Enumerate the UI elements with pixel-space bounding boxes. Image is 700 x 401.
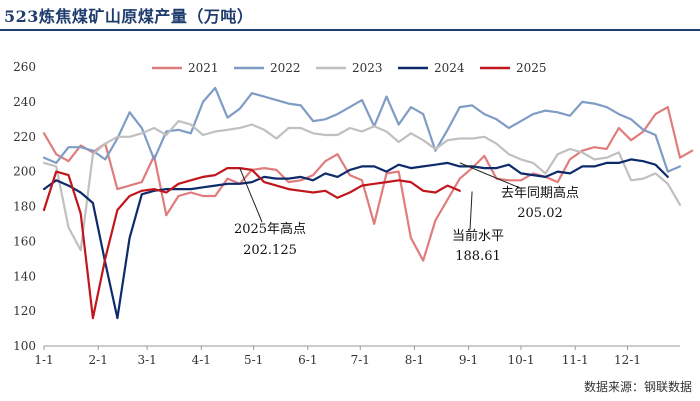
- legend-label-2021: 2021: [188, 61, 219, 75]
- annotation-value: 188.61: [455, 249, 501, 264]
- annotation-value: 202.125: [243, 243, 297, 258]
- annotation-value: 205.02: [517, 206, 563, 221]
- x-tick-label: 9-1: [459, 353, 478, 367]
- title-underline: [0, 29, 700, 31]
- x-tick-label: 4-1: [192, 353, 211, 367]
- x-tick-label: 7-1: [351, 353, 370, 367]
- x-tick-label: 12-1: [614, 353, 641, 367]
- series-line-2025: [42, 167, 461, 320]
- y-tick-label: 260: [13, 60, 36, 74]
- x-tick-label: 3-1: [137, 353, 156, 367]
- y-tick-label: 220: [13, 130, 36, 144]
- legend-label-2024: 2024: [434, 61, 465, 75]
- annotation-title: 当前水平: [452, 228, 504, 244]
- series-line-2022: [42, 86, 682, 173]
- y-tick-label: 160: [13, 234, 36, 248]
- y-tick-label: 100: [13, 339, 36, 353]
- source-note: 数据来源：钢联数据: [583, 380, 692, 394]
- legend-label-2023: 2023: [352, 61, 383, 75]
- legend-label-2022: 2022: [270, 61, 301, 75]
- x-tick-label: 11-1: [562, 353, 589, 367]
- y-tick-label: 180: [13, 200, 36, 214]
- annotation-title: 去年同期高点: [501, 185, 579, 201]
- annotation-leader: [459, 162, 521, 189]
- x-tick-label: 6-1: [298, 353, 317, 367]
- series-line-2024: [42, 158, 669, 320]
- x-tick-label: 8-1: [405, 353, 424, 367]
- annotation-title: 2025年高点: [234, 221, 306, 237]
- y-tick-label: 120: [13, 304, 36, 318]
- series-line-2021: [42, 105, 694, 262]
- y-tick-label: 140: [13, 269, 36, 283]
- annotation-leader: [239, 167, 263, 223]
- annotation-leader: [469, 191, 473, 231]
- x-tick-label: 10-1: [508, 353, 535, 367]
- x-tick-label: 2-1: [89, 353, 108, 367]
- x-tick-label: 1-1: [34, 353, 53, 367]
- legend-label-2025: 2025: [516, 61, 547, 75]
- y-tick-label: 240: [13, 95, 36, 109]
- series-line-2023: [42, 119, 682, 252]
- y-tick-label: 200: [13, 165, 36, 179]
- x-tick-label: 5-1: [244, 353, 263, 367]
- chart-title: 523炼焦煤矿山原煤产量（万吨）: [4, 7, 254, 26]
